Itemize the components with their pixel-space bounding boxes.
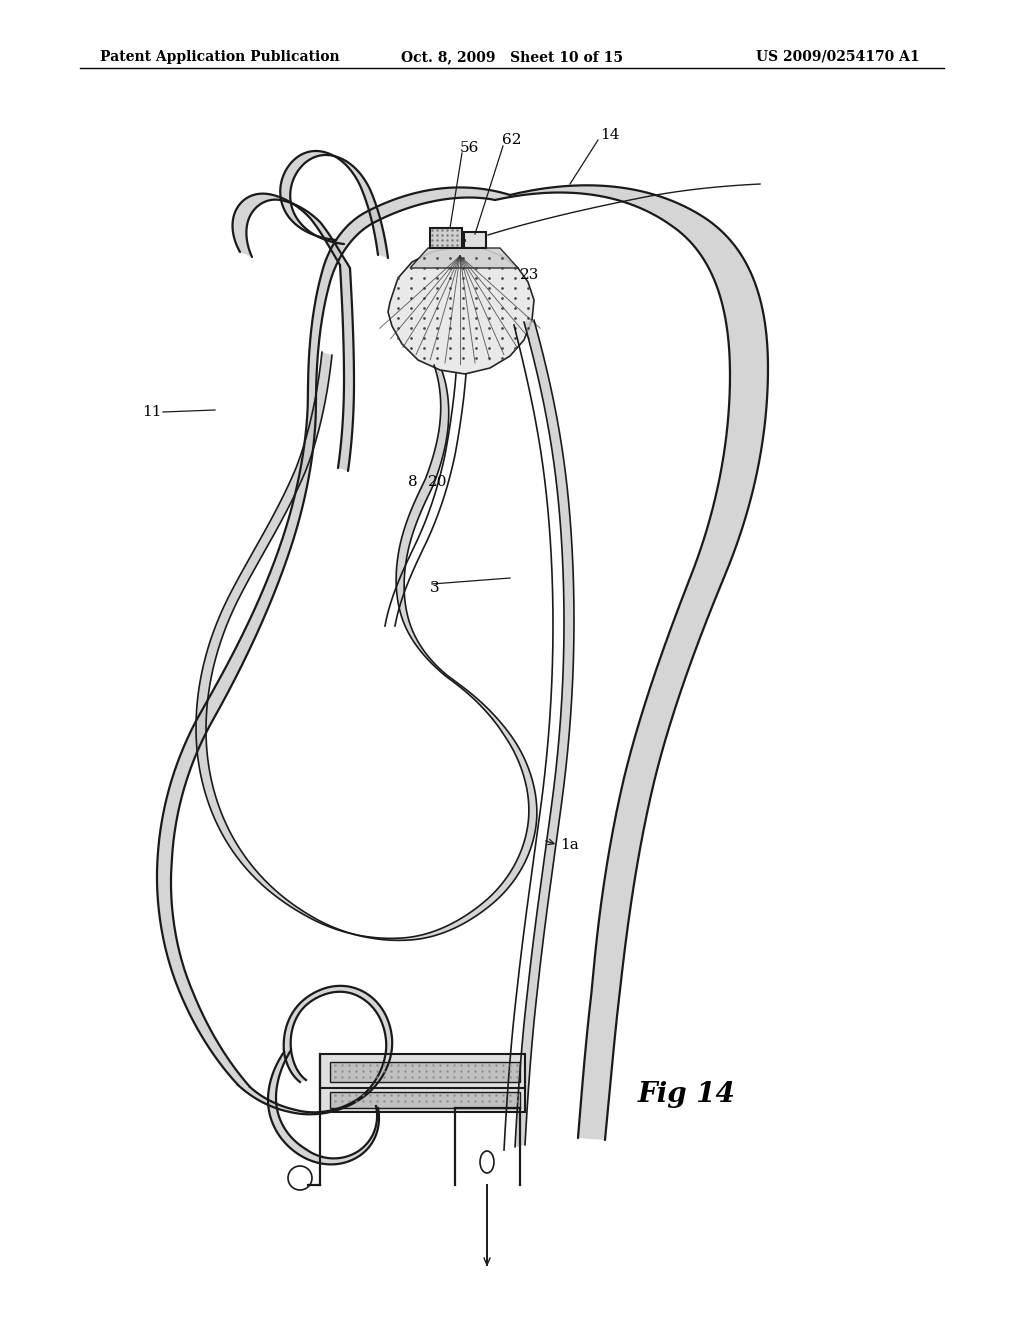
- Polygon shape: [330, 1092, 520, 1107]
- Text: US 2009/0254170 A1: US 2009/0254170 A1: [757, 50, 920, 63]
- Polygon shape: [157, 210, 375, 1086]
- Text: 1a: 1a: [560, 838, 579, 851]
- Text: Patent Application Publication: Patent Application Publication: [100, 50, 340, 63]
- Polygon shape: [232, 194, 350, 268]
- Polygon shape: [319, 1088, 525, 1111]
- Text: 11: 11: [142, 405, 162, 418]
- Ellipse shape: [480, 1151, 494, 1173]
- Text: Oct. 8, 2009   Sheet 10 of 15: Oct. 8, 2009 Sheet 10 of 15: [401, 50, 623, 63]
- Polygon shape: [515, 319, 574, 1147]
- Polygon shape: [338, 265, 354, 471]
- Polygon shape: [330, 1063, 520, 1082]
- Polygon shape: [238, 986, 392, 1114]
- Text: 8: 8: [408, 475, 418, 488]
- Text: 14: 14: [600, 128, 620, 143]
- Text: 56: 56: [460, 141, 479, 154]
- Polygon shape: [196, 352, 537, 940]
- Polygon shape: [268, 1049, 379, 1164]
- Text: Fig 14: Fig 14: [638, 1081, 736, 1109]
- Polygon shape: [495, 185, 768, 1140]
- FancyBboxPatch shape: [464, 232, 486, 248]
- Text: 3: 3: [430, 581, 439, 595]
- Polygon shape: [281, 150, 388, 257]
- Text: 20: 20: [428, 475, 447, 488]
- Polygon shape: [319, 1053, 525, 1090]
- Polygon shape: [388, 246, 534, 374]
- Polygon shape: [370, 187, 510, 222]
- Text: 62: 62: [502, 133, 521, 147]
- Circle shape: [288, 1166, 312, 1191]
- Polygon shape: [410, 248, 518, 268]
- Text: 23: 23: [520, 268, 540, 282]
- FancyBboxPatch shape: [430, 228, 462, 248]
